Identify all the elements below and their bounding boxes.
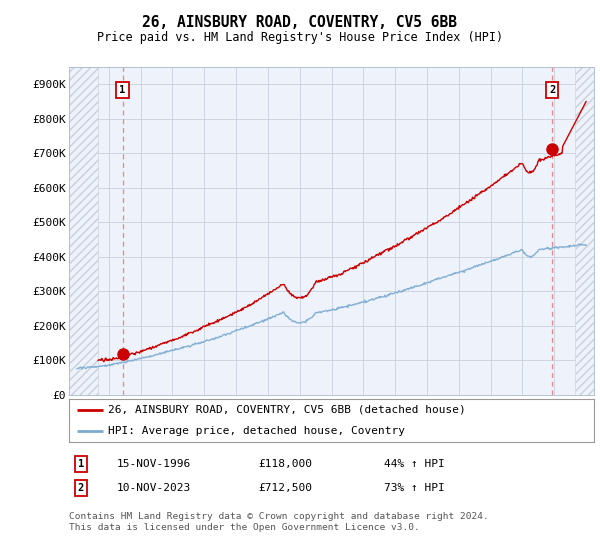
Text: 15-NOV-1996: 15-NOV-1996 [117, 459, 191, 469]
Text: 2: 2 [78, 483, 84, 493]
Text: Contains HM Land Registry data © Crown copyright and database right 2024.
This d: Contains HM Land Registry data © Crown c… [69, 512, 489, 532]
Text: 10-NOV-2023: 10-NOV-2023 [117, 483, 191, 493]
Bar [575, 67, 594, 395]
Text: £712,500: £712,500 [258, 483, 312, 493]
Text: 26, AINSBURY ROAD, COVENTRY, CV5 6BB (detached house): 26, AINSBURY ROAD, COVENTRY, CV5 6BB (de… [109, 405, 466, 414]
Text: 1: 1 [119, 85, 126, 95]
Text: 1: 1 [78, 459, 84, 469]
Text: £118,000: £118,000 [258, 459, 312, 469]
Text: Price paid vs. HM Land Registry's House Price Index (HPI): Price paid vs. HM Land Registry's House … [97, 31, 503, 44]
Text: 44% ↑ HPI: 44% ↑ HPI [384, 459, 445, 469]
Text: 2: 2 [549, 85, 555, 95]
Text: HPI: Average price, detached house, Coventry: HPI: Average price, detached house, Cove… [109, 427, 406, 436]
Text: 73% ↑ HPI: 73% ↑ HPI [384, 483, 445, 493]
Text: 26, AINSBURY ROAD, COVENTRY, CV5 6BB: 26, AINSBURY ROAD, COVENTRY, CV5 6BB [143, 15, 458, 30]
Bar [69, 67, 98, 395]
